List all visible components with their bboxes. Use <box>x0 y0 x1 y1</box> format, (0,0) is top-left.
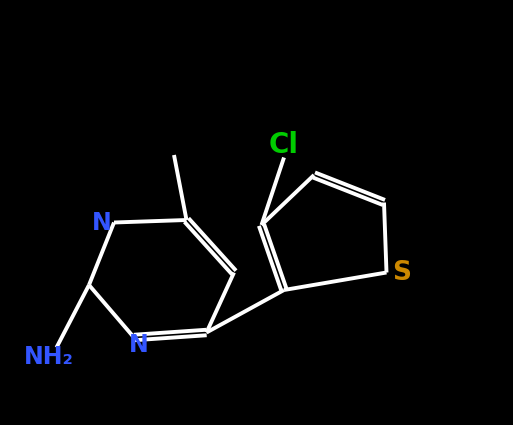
Text: NH₂: NH₂ <box>24 346 74 369</box>
Text: N: N <box>129 333 149 357</box>
Text: S: S <box>392 260 411 286</box>
Text: N: N <box>92 210 111 235</box>
Text: Cl: Cl <box>269 131 299 159</box>
